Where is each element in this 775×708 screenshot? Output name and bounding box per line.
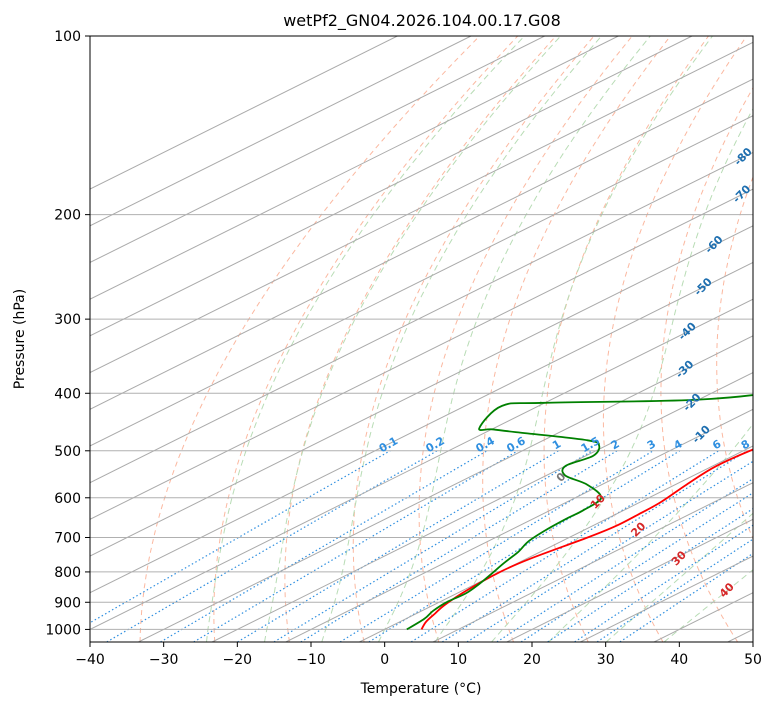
dry-adiabat-line	[418, 36, 633, 642]
dewpoint-trace	[406, 394, 753, 631]
x-tick-label: −20	[223, 652, 253, 668]
moist-adiabat-line	[321, 36, 602, 642]
x-tick-label: 0	[380, 652, 389, 668]
x-tick-label: 20	[523, 652, 541, 668]
moist-adiabat-line	[663, 569, 753, 642]
x-axis-label: Temperature (°C)	[360, 681, 482, 697]
isotherm-line	[90, 41, 753, 374]
axis-ticks: −40 −30 −20 −10 0 10 20 30 40 50 1000 900 800 700 600 5…	[45, 29, 762, 668]
mixing-ratio-line	[520, 492, 753, 642]
mixing-ratio-line	[339, 450, 654, 642]
isotherm-line	[211, 372, 753, 642]
mixing-ratio-line	[496, 477, 753, 642]
isotherm-line	[90, 188, 753, 520]
isotherm-line	[432, 482, 753, 642]
background-lines	[90, 36, 753, 642]
isotherm-line	[90, 261, 753, 594]
y-tick-label: 800	[54, 565, 81, 581]
mixing-ratio-line	[273, 450, 593, 642]
isotherm-line	[90, 298, 753, 631]
dry-adiabat-line	[213, 36, 519, 642]
mixing-ratio-line	[90, 450, 391, 624]
isotherm-line	[285, 408, 753, 642]
y-tick-label: 900	[54, 595, 81, 611]
isotherm-line	[90, 36, 619, 300]
moist-adiabat-line	[206, 36, 525, 642]
isotherm-line	[90, 36, 398, 190]
y-tick-label: 100	[54, 29, 81, 45]
x-tick-label: 10	[449, 652, 467, 668]
dry-adiabat-line	[482, 36, 671, 642]
isotherm-line	[90, 36, 545, 264]
moist-adiabat-line	[378, 36, 651, 642]
y-tick-label: 1000	[45, 622, 81, 638]
temperature-trace	[420, 448, 753, 630]
y-tick-label: 600	[54, 491, 81, 507]
dry-adiabat-line	[352, 36, 595, 642]
x-tick-label: 50	[744, 652, 762, 668]
mixing-ratio-line	[410, 450, 719, 642]
moist-adiabat-line	[491, 107, 753, 642]
plot-frame	[89, 35, 754, 643]
isotherm-line	[359, 445, 753, 642]
x-tick-label: −30	[149, 652, 179, 668]
y-tick-label: 700	[54, 531, 81, 547]
x-tick-label: 30	[597, 652, 615, 668]
dry-adiabat-line	[602, 36, 748, 642]
y-tick-label: 200	[54, 208, 81, 224]
dry-adiabat-line	[284, 36, 557, 642]
mixing-ratio-line	[466, 460, 753, 642]
moist-adiabat-line	[548, 423, 753, 642]
isotherm-line	[90, 151, 753, 484]
chart-title: wetPf2_GN04.2026.104.00.17.G08	[283, 11, 561, 31]
moist-adiabat-line	[264, 36, 562, 642]
y-tick-label: 400	[54, 386, 81, 402]
isotherm-line	[506, 518, 753, 642]
y-tick-label: 300	[54, 312, 81, 328]
sounding-traces	[406, 394, 753, 631]
isotherm-line	[90, 36, 693, 337]
x-tick-label: −40	[75, 652, 105, 668]
mixing-ratio-line	[300, 450, 618, 642]
x-tick-label: 40	[670, 652, 688, 668]
isotherm-line	[90, 36, 472, 227]
y-axis-label: Pressure (hPa)	[12, 289, 28, 389]
x-tick-label: −10	[296, 652, 326, 668]
isotherm-line	[90, 78, 753, 410]
isotherm-line	[90, 225, 753, 557]
isotherm-line	[90, 115, 753, 447]
dry-adiabat-line	[716, 175, 753, 540]
isobar-grid	[90, 36, 753, 630]
y-tick-label: 500	[54, 444, 81, 460]
dry-adiabat-line	[660, 86, 753, 642]
mixing-ratio-line	[160, 450, 488, 642]
moist-adiabat-line	[605, 512, 753, 642]
isotherm-line	[138, 335, 753, 642]
